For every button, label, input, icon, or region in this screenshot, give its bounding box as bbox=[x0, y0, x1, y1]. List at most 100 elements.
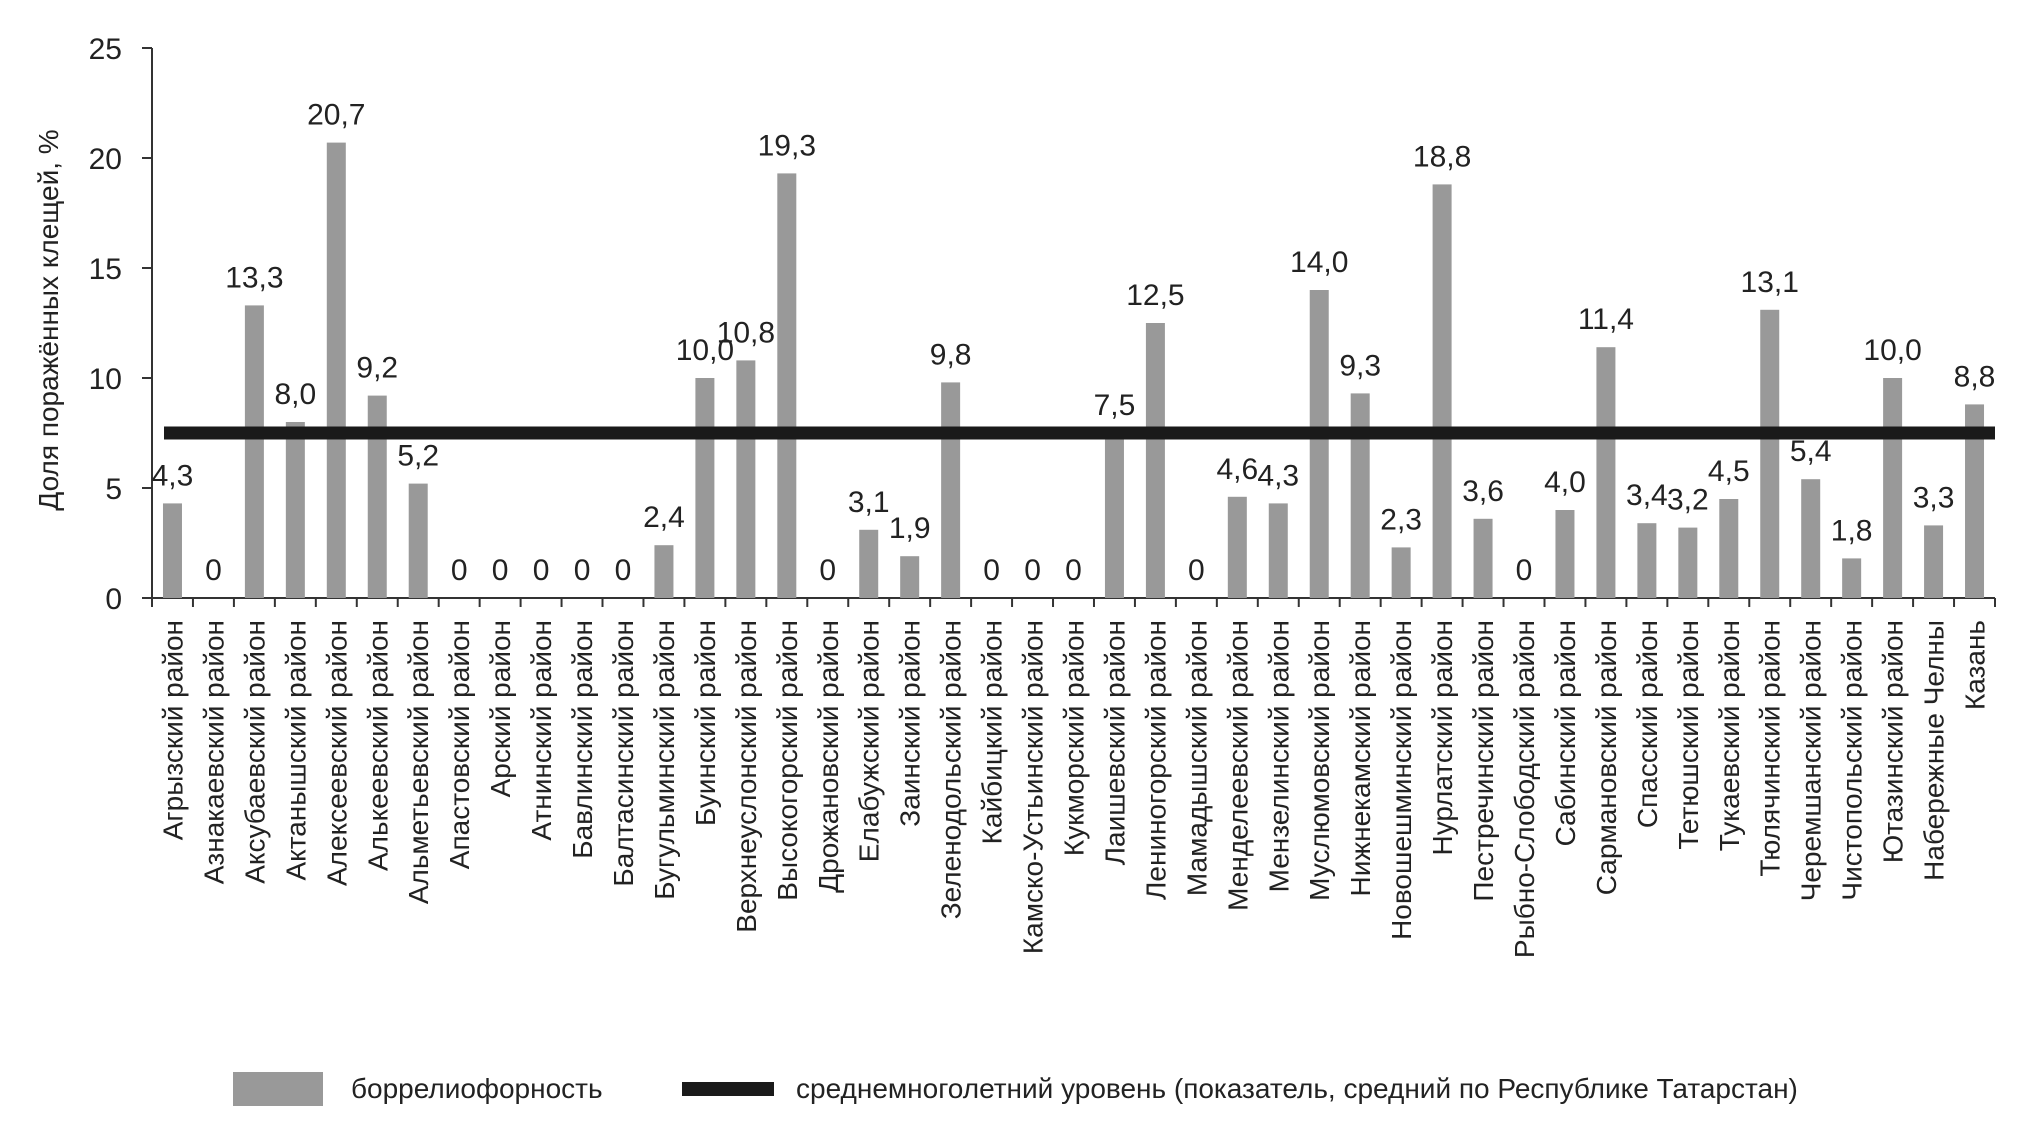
y-tick-label: 10 bbox=[89, 363, 122, 396]
bar bbox=[1965, 404, 1985, 598]
x-tick-label: Елабужский район bbox=[854, 620, 885, 862]
bar bbox=[1801, 479, 1821, 598]
x-tick-label: Муслюмовский район bbox=[1304, 620, 1335, 901]
y-axis-label: Доля поражённых клещей, % bbox=[33, 129, 64, 510]
data-label: 0 bbox=[983, 554, 1000, 587]
bar bbox=[1842, 558, 1862, 598]
data-label: 3,3 bbox=[1913, 481, 1955, 514]
bar bbox=[695, 378, 715, 598]
x-tick-label: Кукморский район bbox=[1059, 620, 1090, 856]
data-label: 5,2 bbox=[397, 440, 439, 473]
bar bbox=[285, 422, 305, 598]
bar bbox=[162, 503, 182, 598]
x-tick-label: Заинский район bbox=[895, 620, 926, 827]
bar bbox=[1760, 309, 1780, 598]
data-label: 13,1 bbox=[1741, 266, 1799, 299]
data-label: 8,8 bbox=[1954, 360, 1996, 393]
data-label: 13,3 bbox=[225, 261, 283, 294]
x-tick-label: Тюлячинский район bbox=[1755, 620, 1786, 877]
data-label: 5,4 bbox=[1790, 435, 1832, 468]
x-tick-label: Менделеевский район bbox=[1222, 620, 1253, 911]
y-tick-label: 5 bbox=[105, 473, 122, 506]
data-label: 10,8 bbox=[717, 316, 775, 349]
data-label: 8,0 bbox=[274, 378, 316, 411]
data-label: 0 bbox=[819, 554, 836, 587]
data-label: 3,2 bbox=[1667, 484, 1709, 517]
data-label: 0 bbox=[615, 554, 632, 587]
data-label: 14,0 bbox=[1290, 246, 1348, 279]
legend-bar-swatch bbox=[233, 1072, 323, 1106]
x-tick-label: Тукаевский район bbox=[1714, 620, 1745, 851]
x-tick-label: Атнинский район bbox=[526, 620, 557, 841]
data-label: 18,8 bbox=[1413, 140, 1471, 173]
legend-item-line: среднемноголетний уровень (показатель, с… bbox=[682, 1069, 1798, 1109]
bar bbox=[1473, 518, 1493, 598]
data-label: 9,3 bbox=[1339, 349, 1381, 382]
y-tick-label: 25 bbox=[89, 33, 122, 66]
y-ticks: 0 5 10 15 20 25 bbox=[89, 33, 152, 616]
x-tick-label: Черемшанский район bbox=[1796, 620, 1827, 901]
bar bbox=[1924, 525, 1944, 598]
x-tick-label: Спасский район bbox=[1632, 620, 1663, 828]
bar bbox=[1391, 547, 1411, 598]
x-tick-label: Тетюшский район bbox=[1673, 620, 1704, 850]
bar bbox=[1678, 527, 1698, 598]
x-tick-label: Альметьевский район bbox=[403, 620, 434, 904]
x-tick-label: Актанышский район bbox=[280, 620, 311, 881]
x-tick-label: Бугульминский район bbox=[649, 620, 680, 900]
data-label: 2,4 bbox=[643, 501, 685, 534]
x-tick-label: Алексеевский район bbox=[321, 620, 352, 886]
x-tick-label: Апастовский район bbox=[444, 620, 475, 869]
data-label: 0 bbox=[451, 554, 468, 587]
data-label: 4,3 bbox=[1257, 459, 1299, 492]
x-tick-label: Пестречинский район bbox=[1468, 620, 1499, 902]
x-tick-label: Алькеевский район bbox=[362, 620, 393, 871]
data-label: 4,5 bbox=[1708, 455, 1750, 488]
data-label: 4,0 bbox=[1544, 466, 1586, 499]
x-tick-label: Азнакаевский район bbox=[198, 620, 229, 884]
bar bbox=[1227, 496, 1247, 598]
legend-line-swatch bbox=[682, 1082, 774, 1096]
x-tick-label: Лениногорский район bbox=[1140, 620, 1171, 900]
data-label: 3,6 bbox=[1462, 475, 1504, 508]
x-tick-label: Мензелинский район bbox=[1263, 620, 1294, 892]
bar bbox=[941, 382, 961, 598]
bar bbox=[326, 142, 346, 598]
x-tick-label: Агрызский район bbox=[157, 620, 188, 840]
bar bbox=[859, 529, 879, 598]
legend-bar-label: боррелиофорность bbox=[351, 1073, 603, 1104]
data-label: 0 bbox=[1065, 554, 1082, 587]
x-tick-label: Нижнекамский район bbox=[1345, 620, 1376, 896]
data-label: 1,8 bbox=[1831, 514, 1873, 547]
data-label: 9,8 bbox=[930, 338, 972, 371]
x-tick-label: Балтасинский район bbox=[608, 620, 639, 887]
x-tick-label: Камско-Устьинский район bbox=[1018, 620, 1049, 954]
bar bbox=[1268, 503, 1288, 598]
bar bbox=[736, 360, 756, 598]
x-tick-label: Казань bbox=[1960, 620, 1991, 710]
x-tick-label: Рыбно-Слободский район bbox=[1509, 620, 1540, 958]
data-label: 3,1 bbox=[848, 486, 890, 519]
bar bbox=[654, 545, 674, 598]
data-label: 9,2 bbox=[356, 352, 398, 385]
bar bbox=[1309, 290, 1329, 598]
data-label: 0 bbox=[574, 554, 591, 587]
x-tick-label: Лаишевский район bbox=[1099, 620, 1130, 865]
data-label: 0 bbox=[1024, 554, 1041, 587]
category-labels: Агрызский район Азнакаевский район Аксубае… bbox=[157, 620, 1990, 958]
data-label: 0 bbox=[533, 554, 550, 587]
data-label: 0 bbox=[492, 554, 509, 587]
data-label: 0 bbox=[1516, 554, 1533, 587]
data-label: 10,0 bbox=[1863, 334, 1921, 367]
data-label: 3,4 bbox=[1626, 479, 1668, 512]
data-label: 2,3 bbox=[1380, 503, 1422, 536]
y-tick-label: 20 bbox=[89, 143, 122, 176]
bar bbox=[1637, 523, 1657, 598]
x-tick-label: Дрожановский район bbox=[813, 620, 844, 893]
bar bbox=[244, 305, 264, 598]
bar bbox=[1432, 184, 1452, 598]
x-tick-label: Сармановский район bbox=[1591, 620, 1622, 895]
x-tick-label: Мамадышский район bbox=[1181, 620, 1212, 896]
